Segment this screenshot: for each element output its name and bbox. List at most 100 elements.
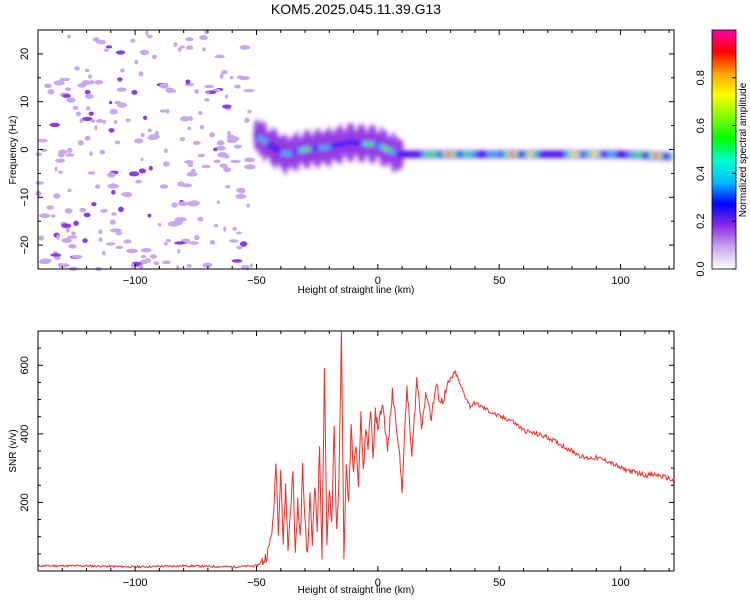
colorbar-tick-label: 0.6: [695, 118, 707, 133]
noise-speckle: [140, 132, 145, 138]
noise-speckle: [213, 147, 218, 152]
noise-speckle: [201, 164, 211, 169]
noise-speckle: [105, 45, 113, 49]
noise-speckle: [75, 111, 82, 117]
noise-speckle: [163, 148, 168, 154]
spectrogram-noise-speckles: [35, 29, 256, 271]
snr-x-tick-label: 100: [611, 577, 629, 589]
noise-speckle: [180, 116, 190, 122]
noise-speckle: [214, 54, 225, 59]
noise-speckle: [234, 84, 241, 89]
noise-speckle: [194, 234, 200, 241]
noise-speckle: [84, 89, 91, 95]
noise-speckle: [117, 77, 123, 82]
noise-speckle: [216, 140, 225, 146]
noise-speckle: [120, 68, 125, 73]
noise-speckle: [66, 147, 73, 154]
noise-speckle: [98, 237, 103, 242]
noise-speckle: [130, 38, 136, 43]
noise-speckle: [142, 115, 148, 121]
noise-speckle: [113, 120, 118, 124]
noise-speckle: [118, 206, 124, 213]
noise-speckle: [165, 238, 172, 243]
noise-speckle: [109, 100, 113, 105]
noise-speckle: [128, 171, 140, 177]
noise-speckle: [176, 265, 180, 270]
noise-speckle: [102, 251, 106, 256]
noise-speckle: [140, 157, 144, 162]
noise-speckle: [77, 140, 84, 146]
noise-speckle: [177, 181, 185, 187]
noise-speckle: [219, 163, 227, 168]
chart-title: KOM5.2025.045.11.39.G13: [271, 1, 441, 17]
noise-speckle: [186, 45, 194, 50]
noise-speckle: [238, 76, 251, 81]
noise-speckle: [192, 140, 201, 146]
noise-speckle: [204, 84, 215, 89]
noise-speckle: [62, 94, 71, 98]
noise-speckle: [163, 161, 170, 167]
noise-speckle: [58, 149, 68, 155]
noise-speckle: [226, 138, 238, 144]
snr-x-ticks: −100 −50 0 50 100: [37, 331, 670, 589]
noise-speckle: [67, 34, 71, 39]
noise-speckle: [131, 89, 138, 95]
colorbar-tick-label: 0.4: [695, 166, 707, 181]
noise-speckle: [174, 241, 186, 245]
noise-speckle: [108, 128, 115, 133]
noise-speckle: [204, 98, 210, 102]
spectrogram-x-tick-label: 0: [375, 275, 381, 287]
noise-speckle: [126, 248, 138, 254]
noise-speckle: [159, 184, 169, 189]
noise-speckle: [67, 235, 78, 239]
noise-speckle: [173, 41, 178, 48]
snr-y-tick-label: 600: [19, 356, 31, 374]
noise-speckle: [67, 188, 72, 193]
noise-speckle: [138, 71, 144, 77]
noise-speckle: [231, 259, 243, 263]
noise-speckle: [87, 171, 96, 175]
noise-speckle: [95, 119, 104, 123]
spectrogram-x-ticks: −100 −50 0 50 100: [37, 30, 670, 287]
noise-speckle: [47, 89, 55, 95]
noise-speckle: [95, 184, 101, 189]
noise-speckle: [51, 214, 56, 218]
noise-speckle: [106, 242, 116, 246]
spectrogram-signal-ridge: [253, 119, 674, 176]
noise-speckle: [147, 128, 152, 133]
noise-speckle: [92, 37, 100, 42]
noise-speckle: [91, 202, 97, 207]
noise-speckle: [71, 231, 76, 236]
spectrogram-y-tick-label: 20: [19, 48, 31, 60]
spectrogram-y-tick-label: −20: [19, 236, 31, 255]
noise-speckle: [235, 193, 247, 199]
noise-speckle: [236, 245, 243, 250]
noise-speckle: [83, 212, 91, 218]
noise-speckle: [116, 87, 127, 92]
noise-speckle: [206, 91, 210, 95]
colorbar-tick-label: 0.8: [695, 70, 707, 85]
noise-speckle: [65, 227, 70, 233]
noise-speckle: [115, 245, 124, 249]
noise-speckle: [139, 259, 148, 265]
noise-speckle: [35, 181, 44, 185]
ridge-core-cell: [263, 140, 268, 145]
noise-speckle: [244, 164, 256, 170]
noise-speckle: [221, 70, 228, 75]
noise-speckle: [56, 234, 60, 240]
noise-speckle: [53, 193, 61, 199]
noise-speckle: [146, 34, 153, 39]
noise-speckle: [38, 235, 45, 241]
noise-speckle: [53, 80, 65, 86]
noise-speckle: [55, 158, 65, 163]
noise-speckle: [103, 48, 109, 52]
snr-y-tick-label: 200: [19, 493, 31, 511]
noise-speckle: [148, 133, 160, 140]
colorbar-tick-label: 0.0: [695, 261, 707, 276]
snr-y-ticks: 200 400 600: [19, 330, 674, 572]
noise-speckle: [177, 248, 181, 254]
noise-speckle: [84, 93, 94, 99]
noise-speckle: [157, 222, 162, 227]
